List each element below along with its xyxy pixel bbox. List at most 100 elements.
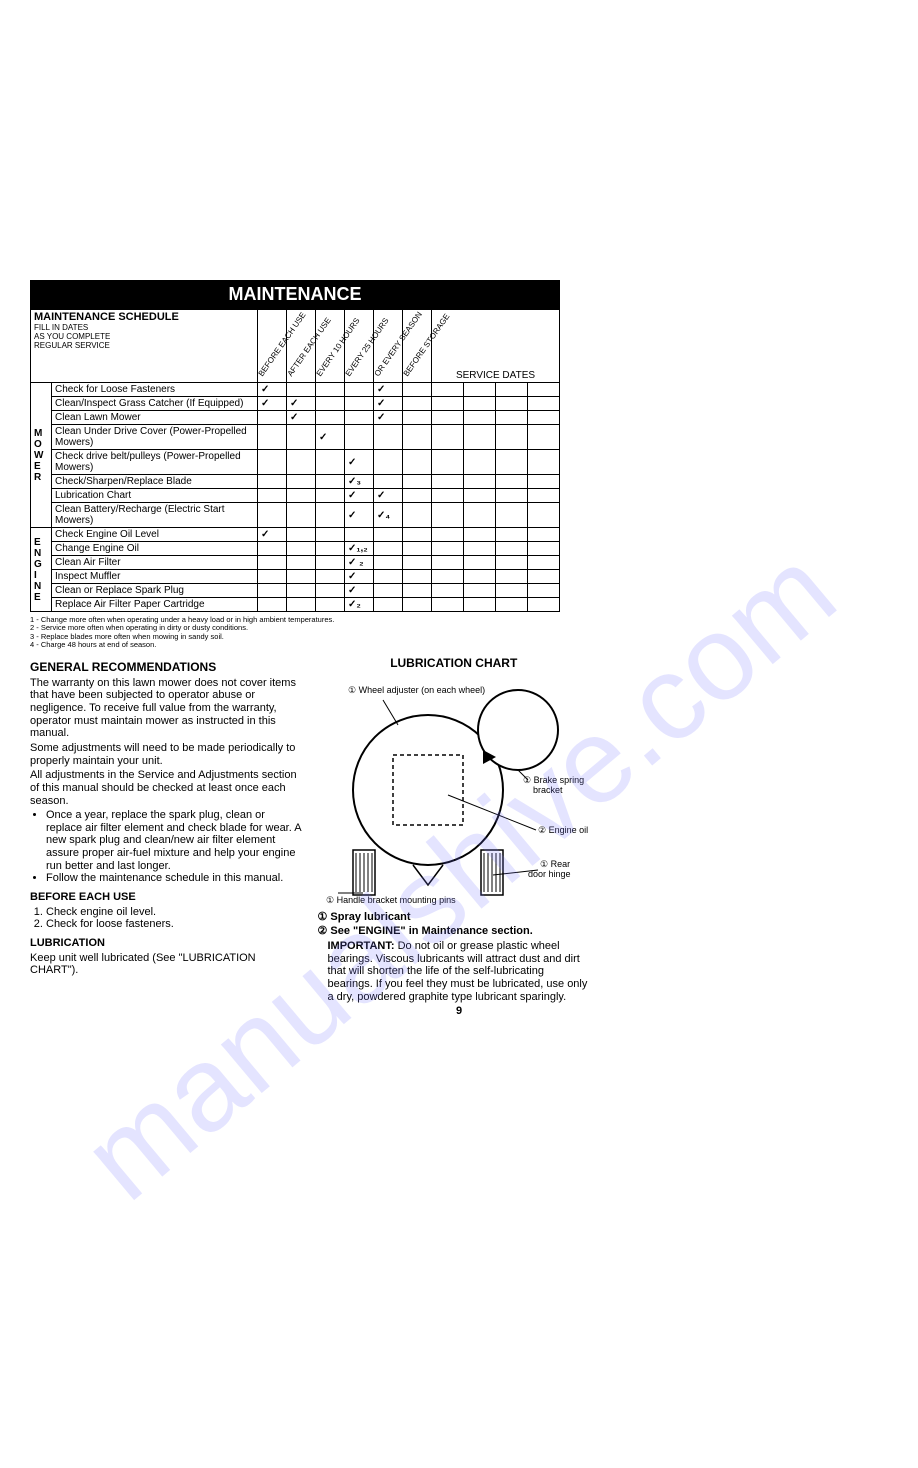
cell xyxy=(287,598,316,612)
task: Clean Lawn Mower xyxy=(52,411,258,425)
cell: ✓ xyxy=(345,584,374,598)
maintenance-schedule-table: MAINTENANCE SCHEDULE FILL IN DATES AS YO… xyxy=(30,309,560,612)
task: Check drive belt/pulleys (Power-Propelle… xyxy=(52,450,258,475)
cell xyxy=(403,584,432,598)
cell xyxy=(403,489,432,503)
cell: ✓ xyxy=(345,450,374,475)
important-text: IMPORTANT: Do not oil or grease plastic … xyxy=(328,940,591,1003)
cell xyxy=(345,411,374,425)
task: Check Engine Oil Level xyxy=(52,528,258,542)
cell xyxy=(403,528,432,542)
cell xyxy=(258,411,287,425)
group-mower: MOWER xyxy=(31,383,52,528)
cell xyxy=(403,570,432,584)
cell xyxy=(316,411,345,425)
cell xyxy=(316,528,345,542)
cell xyxy=(316,584,345,598)
cell xyxy=(287,556,316,570)
page: MAINTENANCE MAINTENANCE SCHEDULE FILL IN… xyxy=(0,280,918,1017)
cell xyxy=(374,528,403,542)
cell xyxy=(258,584,287,598)
task: Clean Air Filter xyxy=(52,556,258,570)
cell xyxy=(287,542,316,556)
cell: ✓ xyxy=(258,383,287,397)
cell: ✓ xyxy=(316,425,345,450)
task: Clean Under Drive Cover (Power-Propelled… xyxy=(52,425,258,450)
cell: ✓ xyxy=(258,528,287,542)
lubrication-diagram: ① Wheel adjuster (on each wheel) ① Brake… xyxy=(318,675,588,905)
para: Keep unit well lubricated (See "LUBRICAT… xyxy=(30,952,303,977)
cell xyxy=(345,383,374,397)
schedule-subtitle: FILL IN DATES AS YOU COMPLETE REGULAR SE… xyxy=(34,323,254,350)
cell xyxy=(287,570,316,584)
footnotes: 1 - Change more often when operating und… xyxy=(30,616,560,649)
task: Change Engine Oil xyxy=(52,542,258,556)
list-item: Check engine oil level. xyxy=(46,906,303,919)
label-wheel: ① Wheel adjuster (on each wheel) xyxy=(348,685,485,695)
label-brake: ① Brake spring xyxy=(523,775,584,785)
svg-text:door hinge: door hinge xyxy=(528,869,571,879)
task: Inspect Muffler xyxy=(52,570,258,584)
label-handle: ① Handle bracket mounting pins xyxy=(326,895,456,905)
cell xyxy=(258,475,287,489)
cell xyxy=(258,425,287,450)
cell xyxy=(374,475,403,489)
bullet: Follow the maintenance schedule in this … xyxy=(46,872,303,885)
cell xyxy=(287,489,316,503)
mower-diagram-svg: ① Wheel adjuster (on each wheel) ① Brake… xyxy=(318,675,588,905)
cell xyxy=(316,450,345,475)
header-bar: MAINTENANCE xyxy=(30,280,560,309)
cell xyxy=(374,425,403,450)
task: Replace Air Filter Paper Cartridge xyxy=(52,598,258,612)
cell xyxy=(345,397,374,411)
cell xyxy=(316,570,345,584)
cell: ✓ xyxy=(287,397,316,411)
cell: ✓ xyxy=(258,397,287,411)
cell xyxy=(374,556,403,570)
heading-lubechart: LUBRICATION CHART xyxy=(318,657,591,671)
cell: ✓₄ xyxy=(374,503,403,528)
cell xyxy=(403,383,432,397)
para: Some adjustments will need to be made pe… xyxy=(30,742,303,767)
cell xyxy=(403,475,432,489)
cell xyxy=(403,503,432,528)
right-column: LUBRICATION CHART ① Wheel adjuster (on e… xyxy=(318,657,591,1005)
cell xyxy=(403,450,432,475)
cell: ✓ xyxy=(345,503,374,528)
heading-general: GENERAL RECOMMENDATIONS xyxy=(30,661,303,675)
cell xyxy=(258,542,287,556)
cell xyxy=(374,584,403,598)
cell xyxy=(374,542,403,556)
cell: ✓₃ xyxy=(345,475,374,489)
cell: ✓₁,₂ xyxy=(345,542,374,556)
cell xyxy=(403,556,432,570)
cell xyxy=(287,475,316,489)
cell xyxy=(258,598,287,612)
cell xyxy=(316,383,345,397)
cell xyxy=(287,584,316,598)
svg-text:① Rear: ① Rear xyxy=(540,859,570,869)
cell xyxy=(316,598,345,612)
para: All adjustments in the Service and Adjus… xyxy=(30,769,303,807)
para: The warranty on this lawn mower does not… xyxy=(30,677,303,740)
columns: GENERAL RECOMMENDATIONS The warranty on … xyxy=(30,657,590,1005)
cell xyxy=(403,542,432,556)
cell xyxy=(287,503,316,528)
cell xyxy=(316,489,345,503)
cell xyxy=(287,528,316,542)
cell: ✓ xyxy=(374,411,403,425)
group-engine: ENGINE xyxy=(31,528,52,612)
cell: ✓ xyxy=(345,489,374,503)
important-label: IMPORTANT: xyxy=(328,940,395,952)
task: Lubrication Chart xyxy=(52,489,258,503)
cell xyxy=(258,450,287,475)
service-dates-header: SERVICE DATES xyxy=(432,310,560,383)
svg-text:bracket: bracket xyxy=(533,785,563,795)
cell: ✓ xyxy=(287,411,316,425)
cell: ✓ xyxy=(374,383,403,397)
cell xyxy=(403,425,432,450)
cell xyxy=(345,528,374,542)
list-item: Check for loose fasteners. xyxy=(46,918,303,931)
cell xyxy=(316,397,345,411)
bullet: Once a year, replace the spark plug, cle… xyxy=(46,809,303,872)
